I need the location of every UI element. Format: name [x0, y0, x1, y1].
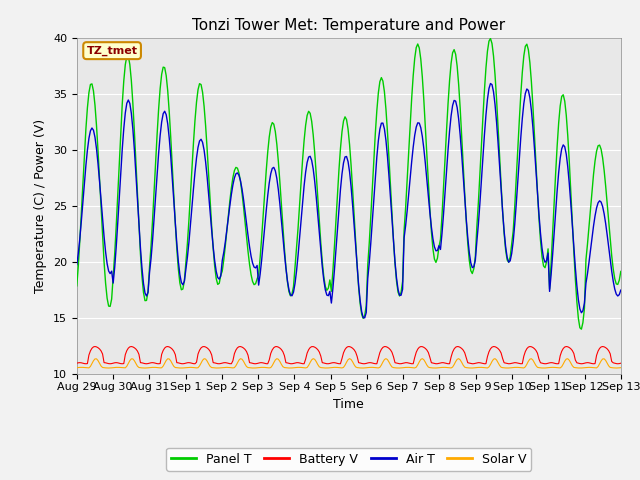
- Battery V: [235, 344, 243, 349]
- Panel T: [73, 283, 81, 288]
- Battery V: [617, 360, 625, 366]
- Line: Panel T: Panel T: [77, 38, 621, 329]
- Solar V: [588, 365, 596, 371]
- Air T: [361, 315, 369, 321]
- Solar V: [73, 365, 81, 371]
- Panel T: [140, 289, 147, 295]
- Panel T: [262, 168, 270, 174]
- Solar V: [612, 365, 620, 371]
- Text: TZ_tmet: TZ_tmet: [86, 46, 138, 56]
- Air T: [311, 179, 319, 184]
- Battery V: [599, 344, 607, 349]
- Line: Solar V: Solar V: [77, 359, 621, 368]
- Air T: [73, 262, 81, 267]
- Battery V: [253, 360, 261, 366]
- Solar V: [382, 356, 390, 361]
- Panel T: [577, 326, 585, 332]
- Panel T: [589, 171, 597, 177]
- Line: Air T: Air T: [77, 84, 621, 318]
- Panel T: [311, 150, 319, 156]
- Solar V: [235, 357, 243, 363]
- Battery V: [262, 361, 270, 367]
- Battery V: [587, 360, 595, 366]
- X-axis label: Time: Time: [333, 397, 364, 410]
- Y-axis label: Temperature (C) / Power (V): Temperature (C) / Power (V): [35, 120, 47, 293]
- Air T: [253, 263, 261, 268]
- Battery V: [140, 360, 147, 366]
- Battery V: [73, 360, 81, 366]
- Air T: [140, 280, 147, 286]
- Air T: [589, 223, 597, 229]
- Solar V: [617, 365, 625, 371]
- Battery V: [614, 361, 621, 367]
- Solar V: [253, 365, 261, 371]
- Solar V: [262, 365, 270, 371]
- Air T: [617, 287, 625, 293]
- Panel T: [486, 36, 494, 41]
- Panel T: [235, 170, 243, 176]
- Solar V: [140, 365, 147, 371]
- Air T: [262, 208, 270, 214]
- Battery V: [311, 344, 319, 350]
- Panel T: [617, 268, 625, 274]
- Solar V: [311, 357, 319, 362]
- Panel T: [253, 276, 261, 282]
- Air T: [486, 81, 494, 86]
- Air T: [235, 172, 243, 178]
- Title: Tonzi Tower Met: Temperature and Power: Tonzi Tower Met: Temperature and Power: [192, 18, 506, 33]
- Line: Battery V: Battery V: [77, 347, 621, 364]
- Legend: Panel T, Battery V, Air T, Solar V: Panel T, Battery V, Air T, Solar V: [166, 448, 531, 471]
